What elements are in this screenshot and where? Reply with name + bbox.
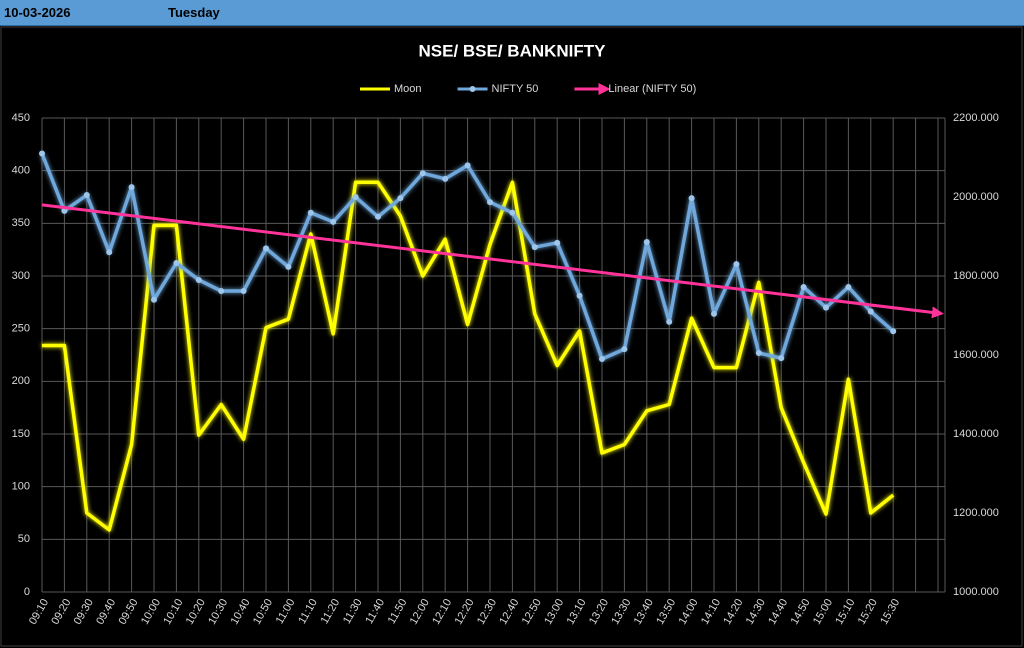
y2-tick-label: 1400.000 [953,428,999,440]
point [128,184,135,191]
point [599,355,605,362]
point [61,207,68,214]
point [509,209,516,216]
point [643,239,650,246]
point [263,245,269,252]
legend-label: Linear (NIFTY 50) [608,83,696,95]
point [845,284,852,291]
point [375,213,381,220]
legend-entry: Moon [360,83,422,95]
point [711,310,717,317]
legend-label: NIFTY 50 [492,83,539,95]
point [173,259,180,266]
y-tick-label: 150 [12,428,30,440]
y2-tick-label: 1800.000 [953,270,999,282]
point [800,284,807,291]
point [240,288,247,295]
point [330,218,337,225]
y-tick-label: 0 [24,586,30,598]
point [307,209,314,216]
date: 10-03-2026 [4,5,71,20]
series-line [42,180,895,532]
point [397,195,404,202]
y-tick-label: 450 [12,112,30,124]
point [733,261,740,268]
legend-label: Moon [394,83,422,95]
point [195,276,202,283]
y-tick-label: 300 [12,270,30,282]
point [442,175,449,182]
y2-tick-label: 2000.000 [953,191,999,203]
chart-border [0,26,1023,647]
point [106,249,113,256]
y-tick-label: 100 [12,481,30,493]
point [218,288,225,295]
y-tick-label: 350 [12,217,30,229]
y-tick-label: 50 [18,533,30,545]
point [621,346,628,353]
y2-tick-label: 1600.000 [953,349,999,361]
point [890,328,897,335]
legend-entry: Linear (NIFTY 50) [574,83,696,95]
day: Tuesday [168,5,220,20]
legend-entry: NIFTY 50 [457,83,539,95]
point [778,355,785,362]
trend-line [41,203,944,319]
point [666,318,673,325]
point [554,239,561,246]
point [755,350,762,357]
y-tick-label: 400 [12,165,30,177]
point [419,170,426,177]
point [867,308,874,315]
header-bar: 10-03-2026 Tuesday [0,0,1024,26]
point [285,263,292,270]
y2-tick-label: 1200.000 [953,507,999,519]
y2-tick-label: 2200.000 [953,112,999,124]
point [464,162,471,169]
y-tick-label: 250 [12,323,30,335]
chart-title: NSE/ BSE/ BANKNIFTY [418,41,606,60]
point [151,296,157,303]
point [576,292,583,299]
point [487,199,493,206]
legend-marker [469,86,476,92]
point [352,194,359,200]
y2-tick-label: 1000.000 [953,586,999,598]
point [688,195,695,202]
point [531,244,538,251]
point [823,304,829,311]
point [83,192,90,199]
point [39,150,45,157]
chart: NSE/ BSE/ BANKNIFTY 0 50 100 150 200 250 300 35… [0,26,1023,647]
y-tick-label: 200 [12,375,30,387]
